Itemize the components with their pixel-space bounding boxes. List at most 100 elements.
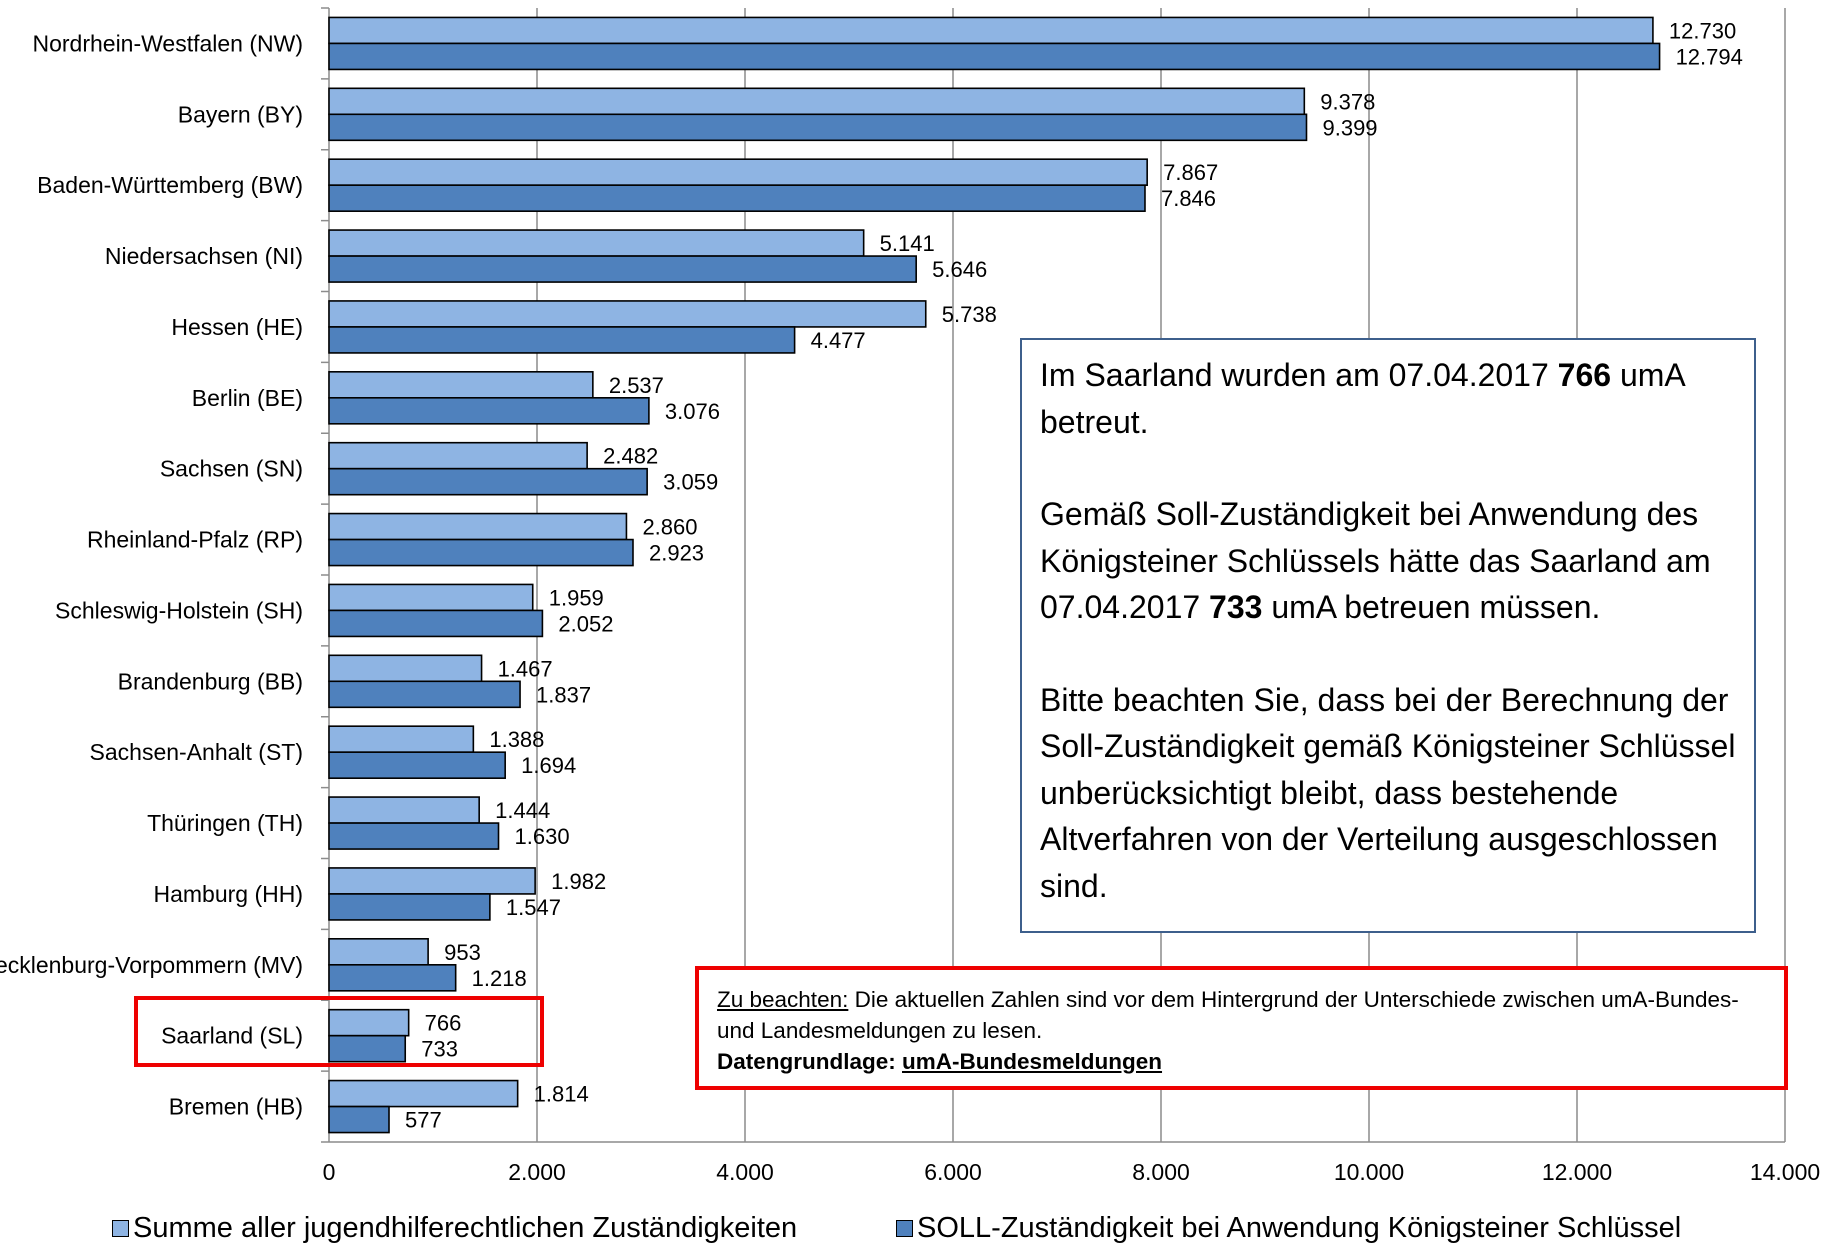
data-label: 1.388 (489, 727, 544, 752)
note-label: Zu beachten: (717, 987, 849, 1012)
bar-summe (328, 158, 1148, 186)
data-label: 1.814 (534, 1082, 589, 1107)
data-label: 5.738 (942, 302, 997, 327)
bar-soll (328, 751, 506, 779)
note-text: Die aktuellen Zahlen sind vor dem Hinter… (717, 987, 1739, 1043)
data-label: 1.837 (536, 682, 591, 707)
bar-soll (328, 42, 1661, 71)
bar-soll (328, 1034, 407, 1063)
data-label: 5.141 (880, 231, 935, 256)
legend-swatch-dark (896, 1220, 913, 1237)
legend-item-summe: Summe aller jugendhilferechtlichen Zustä… (112, 1212, 797, 1245)
category-label: Saarland (SL) (161, 1023, 303, 1049)
category-label: Niedersachsen (NI) (105, 243, 303, 269)
data-label: 953 (444, 940, 481, 965)
data-label: 1.959 (549, 585, 604, 610)
x-tick-label: 14.000 (1750, 1159, 1820, 1185)
x-axis-ticks: 0 2.000 4.000 6.000 8.000 10.000 12.000 14.000 (323, 1159, 1821, 1185)
data-label: 1.694 (521, 753, 576, 778)
bar-soll (328, 184, 1146, 212)
data-label: 9.378 (1320, 89, 1375, 114)
saarland-highlight-frame (134, 996, 544, 1067)
category-label: Schleswig-Holstein (SH) (55, 597, 303, 623)
bar-summe (328, 87, 1306, 116)
basis-value: umA-Bundesmeldungen (902, 1049, 1163, 1074)
bar-summe (328, 441, 588, 470)
data-label: 577 (405, 1108, 442, 1133)
bar-soll (328, 467, 648, 496)
data-label: 2.537 (609, 373, 664, 398)
data-label: 2.860 (642, 515, 697, 540)
data-label: 1.218 (472, 966, 527, 991)
legend-label-summe: Summe aller jugendhilferechtlichen Zustä… (133, 1212, 798, 1244)
data-label: 766 (425, 1011, 462, 1036)
category-label: Hamburg (HH) (153, 881, 303, 907)
category-label: Rheinland-Pfalz (RP) (87, 527, 303, 553)
data-label: 4.477 (811, 328, 866, 353)
info-paragraph-3: Bitte beachten Sie, dass bei der Berechn… (1040, 681, 1736, 904)
bar-summe (328, 371, 594, 399)
bar-summe (328, 938, 429, 966)
basis-label: Datengrundlage: (717, 1049, 903, 1074)
category-label: Thüringen (TH) (147, 810, 303, 836)
bar-summe (328, 1079, 519, 1108)
data-label: 5.646 (932, 257, 987, 282)
bar-soll (328, 893, 491, 921)
data-label: 12.730 (1669, 18, 1736, 43)
x-tick-label: 12.000 (1542, 1159, 1612, 1185)
bar-soll (328, 538, 634, 567)
data-label: 733 (421, 1037, 458, 1062)
bar-soll (328, 964, 457, 992)
x-tick-label: 8.000 (1132, 1159, 1190, 1185)
data-label: 3.059 (663, 470, 718, 495)
x-tick-label: 2.000 (508, 1159, 566, 1185)
bar-soll (328, 113, 1308, 142)
category-label: Mecklenburg-Vorpommern (MV) (0, 952, 303, 978)
category-label: Bremen (HB) (169, 1094, 303, 1120)
category-label: Berlin (BE) (192, 385, 303, 411)
data-label: 2.482 (603, 444, 658, 469)
bar-soll (328, 326, 796, 354)
data-label: 2.923 (649, 541, 704, 566)
x-tick-label: 10.000 (1334, 1159, 1404, 1185)
bar-soll (328, 255, 917, 283)
category-label: Sachsen-Anhalt (ST) (90, 739, 303, 765)
bar-summe (328, 796, 480, 824)
data-label: 7.867 (1163, 160, 1218, 185)
bar-summe (328, 725, 475, 753)
bar-summe (328, 583, 534, 612)
bar-summe (328, 867, 536, 895)
data-label: 7.846 (1161, 186, 1216, 211)
info-box: Im Saarland wurden am 07.04.2017 766 umA… (1020, 338, 1756, 933)
data-label: 12.794 (1676, 44, 1743, 69)
info-paragraph-1: Im Saarland wurden am 07.04.2017 766 umA… (1040, 357, 1684, 440)
x-tick-label: 6.000 (924, 1159, 982, 1185)
bar-summe (328, 300, 927, 328)
bar-summe (328, 229, 865, 257)
category-label: Sachsen (SN) (160, 456, 303, 482)
legend-swatch-light (112, 1220, 129, 1237)
bar-soll (328, 609, 544, 638)
data-label: 3.076 (665, 399, 720, 424)
bar-soll (328, 680, 521, 709)
data-label: 1.547 (506, 895, 561, 920)
bar-summe (328, 16, 1654, 45)
category-label: Brandenburg (BB) (118, 668, 303, 694)
data-label: 1.982 (551, 869, 606, 894)
data-label: 1.467 (498, 656, 553, 681)
note-box: Zu beachten: Die aktuellen Zahlen sind v… (695, 966, 1788, 1090)
legend-label-soll: SOLL-Zuständigkeit bei Anwendung Königst… (917, 1212, 1682, 1244)
bars (328, 16, 1661, 1134)
bar-summe (328, 512, 628, 541)
category-label: Hessen (HE) (171, 314, 303, 340)
x-tick-label: 0 (323, 1159, 336, 1185)
bar-soll (328, 1105, 390, 1134)
data-label: 1.630 (515, 824, 570, 849)
data-label: 9.399 (1322, 115, 1377, 140)
category-label: Baden-Württemberg (BW) (37, 172, 303, 198)
data-label: 1.444 (495, 798, 550, 823)
info-paragraph-2: Gemäß Soll-Zuständigkeit bei Anwendung d… (1040, 496, 1711, 625)
category-labels: Nordrhein-Westfalen (NW) Bayern (BY) Baden… (0, 30, 303, 1119)
